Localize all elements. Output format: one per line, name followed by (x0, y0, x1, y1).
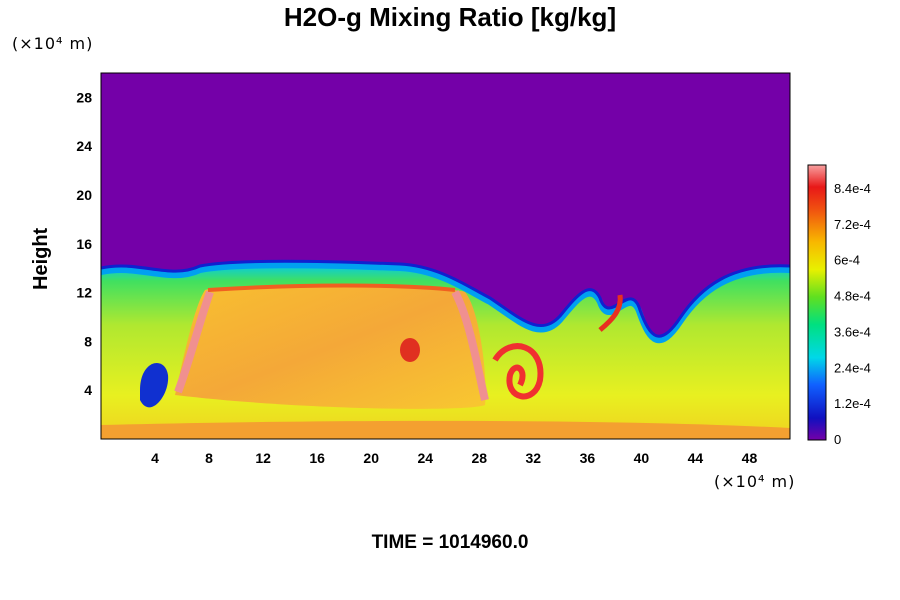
colorbar-label: 8.4e-4 (834, 181, 871, 196)
orange-bottom (101, 420, 790, 439)
y-tick-label: 12 (76, 285, 92, 301)
colorbar-label: 2.4e-4 (834, 360, 871, 375)
y-ticks: 4 8 12 16 20 24 28 (76, 89, 92, 398)
colorbar-label: 7.2e-4 (834, 217, 871, 232)
x-tick-label: 24 (417, 450, 433, 466)
x-tick-label: 16 (309, 450, 325, 466)
colorbar-ticks: 0 1.2e-4 2.4e-4 3.6e-4 4.8e-4 6e-4 7.2e-4 8.4e-… (834, 181, 871, 447)
x-tick-label: 12 (255, 450, 271, 466)
eddy (492, 343, 544, 400)
x-tick-label: 32 (526, 450, 542, 466)
x-tick-label: 40 (634, 450, 650, 466)
blue-edge (101, 259, 790, 338)
cyan-edge (101, 262, 790, 344)
plot-frame (100, 72, 791, 440)
x-tick-label: 4 (151, 450, 159, 466)
x-axis-unit: (×10⁴ m) (714, 472, 796, 491)
chart-title: H2O-g Mixing Ratio [kg/kg] (283, 2, 617, 32)
colorbar-label: 0 (834, 432, 841, 447)
field-plot (101, 73, 790, 439)
colorbar (807, 164, 827, 441)
y-axis-unit: (×10⁴ m) (12, 34, 94, 53)
y-tick-label: 20 (76, 187, 92, 203)
right-plume (598, 294, 623, 332)
y-tick-label: 16 (76, 236, 92, 252)
time-label: TIME = 1014960.0 (371, 532, 529, 553)
y-tick-label: 24 (76, 138, 92, 154)
x-tick-label: 8 (205, 450, 213, 466)
x-tick-label: 20 (363, 450, 379, 466)
dry-intrusion (140, 363, 169, 408)
y-tick-label: 8 (84, 333, 92, 349)
block-top (207, 283, 456, 292)
y-tick-label: 28 (76, 89, 92, 105)
x-tick-label: 36 (580, 450, 596, 466)
warm-core (400, 338, 420, 362)
block-right-wall (451, 290, 489, 401)
x-tick-label: 48 (742, 450, 758, 466)
y-tick-label: 4 (84, 382, 92, 398)
x-ticks: 4 8 12 16 20 24 28 32 36 40 44 48 (151, 450, 757, 466)
warm-block (175, 286, 486, 409)
x-tick-label: 44 (688, 450, 704, 466)
colorbar-label: 4.8e-4 (834, 289, 871, 304)
colorbar-label: 6e-4 (834, 253, 860, 268)
block-left-wall (174, 290, 214, 394)
colorbar-label: 1.2e-4 (834, 396, 871, 411)
colorbar-label: 3.6e-4 (834, 324, 871, 339)
x-tick-label: 28 (471, 450, 487, 466)
